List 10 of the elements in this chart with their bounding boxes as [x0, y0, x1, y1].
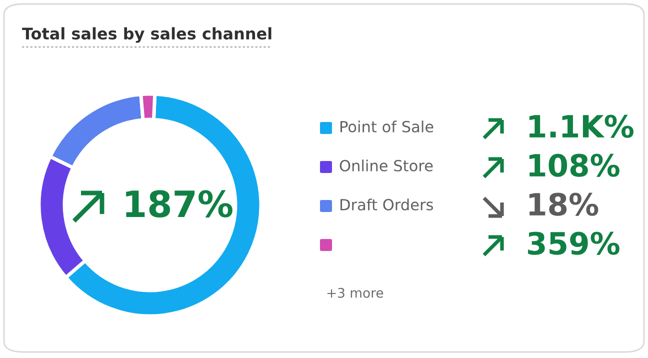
legend-label: Online Store: [340, 160, 433, 172]
text: 187%: [126, 190, 232, 218]
text: 18%: [529, 192, 598, 216]
legend-label: Draft Orders: [340, 198, 433, 210]
text: 1.1K%: [529, 114, 634, 138]
text: 359%: [528, 232, 620, 255]
text: +3 more: [327, 288, 384, 298]
legend-label: Point of Sale: [340, 120, 434, 132]
text: 108%: [529, 154, 620, 177]
chart-title: Total sales by sales channel: [22, 27, 272, 43]
